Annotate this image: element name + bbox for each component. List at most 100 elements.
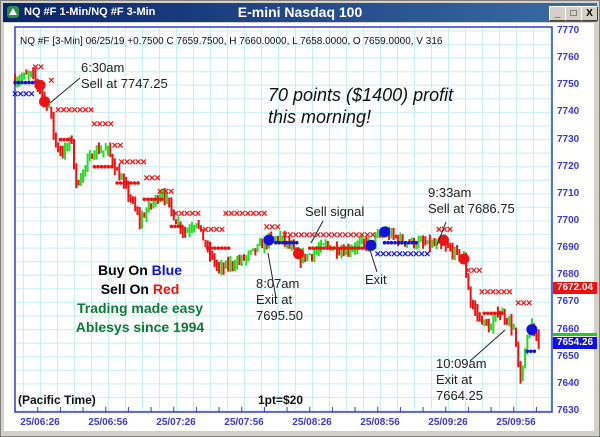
sell-stop-x-marker: × bbox=[97, 118, 103, 130]
y-tick-label: 7710 bbox=[557, 187, 580, 199]
profit-headline: 70 points ($1400) profit this morning! bbox=[268, 84, 453, 128]
y-tick-label: 7770 bbox=[557, 25, 580, 36]
headline-line: 70 points ($1400) profit bbox=[268, 85, 454, 105]
legend-sell: Sell On Red bbox=[55, 280, 225, 299]
annotation-line: 9:33am bbox=[428, 185, 472, 200]
y-tick-label: 7630 bbox=[557, 405, 580, 416]
sell-stop-x-marker: × bbox=[484, 287, 490, 299]
annotation-line: Sell at 7747.25 bbox=[81, 76, 168, 91]
buy-trail-dot bbox=[400, 240, 404, 245]
sell-stop-x-marker: × bbox=[465, 265, 471, 277]
sell-stop-x-marker: × bbox=[441, 224, 447, 236]
sell-stop-x-marker: × bbox=[228, 208, 234, 220]
y-tick-label: 7730 bbox=[557, 133, 580, 145]
sell-stop-x-marker: × bbox=[490, 287, 496, 299]
sell-stop-x-marker: × bbox=[38, 61, 44, 73]
buy-stop-x-marker: × bbox=[17, 88, 23, 100]
annotation-line: Sell at 7686.75 bbox=[428, 201, 515, 216]
y-tick-label: 7720 bbox=[557, 160, 580, 172]
sell-trail-dot bbox=[122, 181, 126, 185]
sell-stop-x-marker: × bbox=[506, 287, 512, 299]
sell-stop-x-marker: × bbox=[342, 230, 348, 242]
sell-trail-dot bbox=[106, 164, 111, 169]
y-tick-label: 7700 bbox=[557, 215, 580, 226]
price-tag-red: 7672.04 bbox=[553, 282, 597, 294]
sell-stop-x-marker: × bbox=[140, 156, 146, 168]
sell-trail-dot bbox=[360, 246, 365, 250]
sell-stop-x-marker: × bbox=[495, 287, 501, 299]
sell-stop-x-marker: × bbox=[129, 156, 135, 168]
legend-text: Sell On bbox=[100, 281, 153, 297]
sell-trail-dot bbox=[311, 246, 316, 250]
sell-trail-dot bbox=[212, 246, 217, 250]
sell-stop-x-marker: × bbox=[309, 230, 315, 242]
sell-stop-x-marker: × bbox=[239, 208, 245, 220]
sell-stop-x-marker: × bbox=[213, 224, 219, 236]
sell-stop-x-marker: × bbox=[223, 208, 229, 220]
sell-stop-x-marker: × bbox=[353, 230, 359, 242]
sell-stop-x-marker: × bbox=[32, 61, 38, 73]
y-tick-label: 7680 bbox=[557, 269, 580, 281]
buy-trail-dot bbox=[386, 240, 390, 245]
x-tick-label: 25/09:26 bbox=[428, 417, 468, 428]
sell-trail-dot bbox=[216, 246, 221, 250]
y-tick-label: 7760 bbox=[557, 52, 580, 64]
legend-block: Buy On Blue Sell On Red Trading made eas… bbox=[55, 261, 225, 337]
sell-trail-dot bbox=[485, 311, 490, 316]
sell-trail-dot bbox=[318, 246, 323, 250]
legend-tagline: Trading made easy bbox=[76, 300, 204, 316]
close-button[interactable]: X bbox=[581, 6, 598, 21]
sell-stop-x-marker: × bbox=[293, 230, 299, 242]
sell-trail-dot bbox=[62, 137, 66, 142]
buy-stop-x-marker: × bbox=[419, 249, 425, 261]
annotation-exit-807: 8:07am Exit at 7695.50 bbox=[256, 276, 303, 324]
sell-stop-x-marker: × bbox=[60, 105, 66, 117]
sell-trail-dot bbox=[180, 224, 184, 229]
buy-trail-dot bbox=[294, 240, 299, 245]
annotation-exit-1009: 10:09am Exit at 7664.25 bbox=[436, 356, 487, 404]
sell-trail-dot bbox=[176, 224, 181, 229]
sell-trail-dot bbox=[496, 311, 501, 316]
sell-trail-dot bbox=[69, 137, 73, 142]
sell-stop-x-marker: × bbox=[261, 208, 267, 220]
sell-stop-x-marker: × bbox=[269, 221, 275, 233]
x-tick-label: 25/06:26 bbox=[20, 417, 60, 428]
sell-stop-x-marker: × bbox=[202, 224, 208, 236]
buy-trail-dot bbox=[280, 240, 285, 245]
sell-trail-dot bbox=[328, 246, 333, 250]
sell-stop-x-marker: × bbox=[245, 208, 251, 220]
sell-stop-x-marker: × bbox=[77, 105, 83, 117]
sell-stop-x-marker: × bbox=[471, 265, 477, 277]
sell-stop-x-marker: × bbox=[135, 156, 141, 168]
x-tick-label: 25/08:26 bbox=[292, 417, 332, 428]
buy-trail-dot bbox=[20, 80, 24, 85]
annotation-arrow bbox=[369, 249, 378, 273]
sell-trail-dot bbox=[219, 246, 224, 250]
buy-signal-dot bbox=[263, 234, 275, 246]
sell-stop-x-marker: × bbox=[184, 208, 190, 220]
sell-trail-dot bbox=[145, 197, 150, 202]
buy-trail-dot bbox=[27, 80, 31, 85]
buy-trail-dot bbox=[403, 240, 408, 245]
legend-buy: Buy On Blue bbox=[55, 261, 225, 280]
chart-area[interactable] bbox=[4, 23, 594, 431]
annotation-arrow bbox=[49, 77, 81, 104]
sell-stop-x-marker: × bbox=[168, 186, 174, 198]
sell-trail-dot bbox=[226, 246, 231, 250]
sell-trail-dot bbox=[173, 224, 177, 229]
buy-trail-dot bbox=[23, 80, 28, 85]
sell-signal-dot bbox=[39, 96, 51, 108]
y-tick-label: 7640 bbox=[557, 377, 580, 389]
sell-stop-x-marker: × bbox=[447, 224, 453, 236]
sell-stop-x-marker: × bbox=[476, 265, 482, 277]
x-tick-label: 25/06:56 bbox=[88, 417, 128, 428]
sell-trail-dot bbox=[115, 181, 119, 185]
sell-stop-x-marker: × bbox=[315, 230, 321, 242]
sell-trail-dot bbox=[356, 246, 361, 250]
buy-trail-dot bbox=[30, 80, 35, 85]
sell-trail-dot bbox=[159, 197, 164, 202]
sell-trail-dot bbox=[325, 246, 330, 250]
sell-stop-x-marker: × bbox=[337, 230, 343, 242]
x-tick-label: 25/07:26 bbox=[156, 417, 196, 428]
